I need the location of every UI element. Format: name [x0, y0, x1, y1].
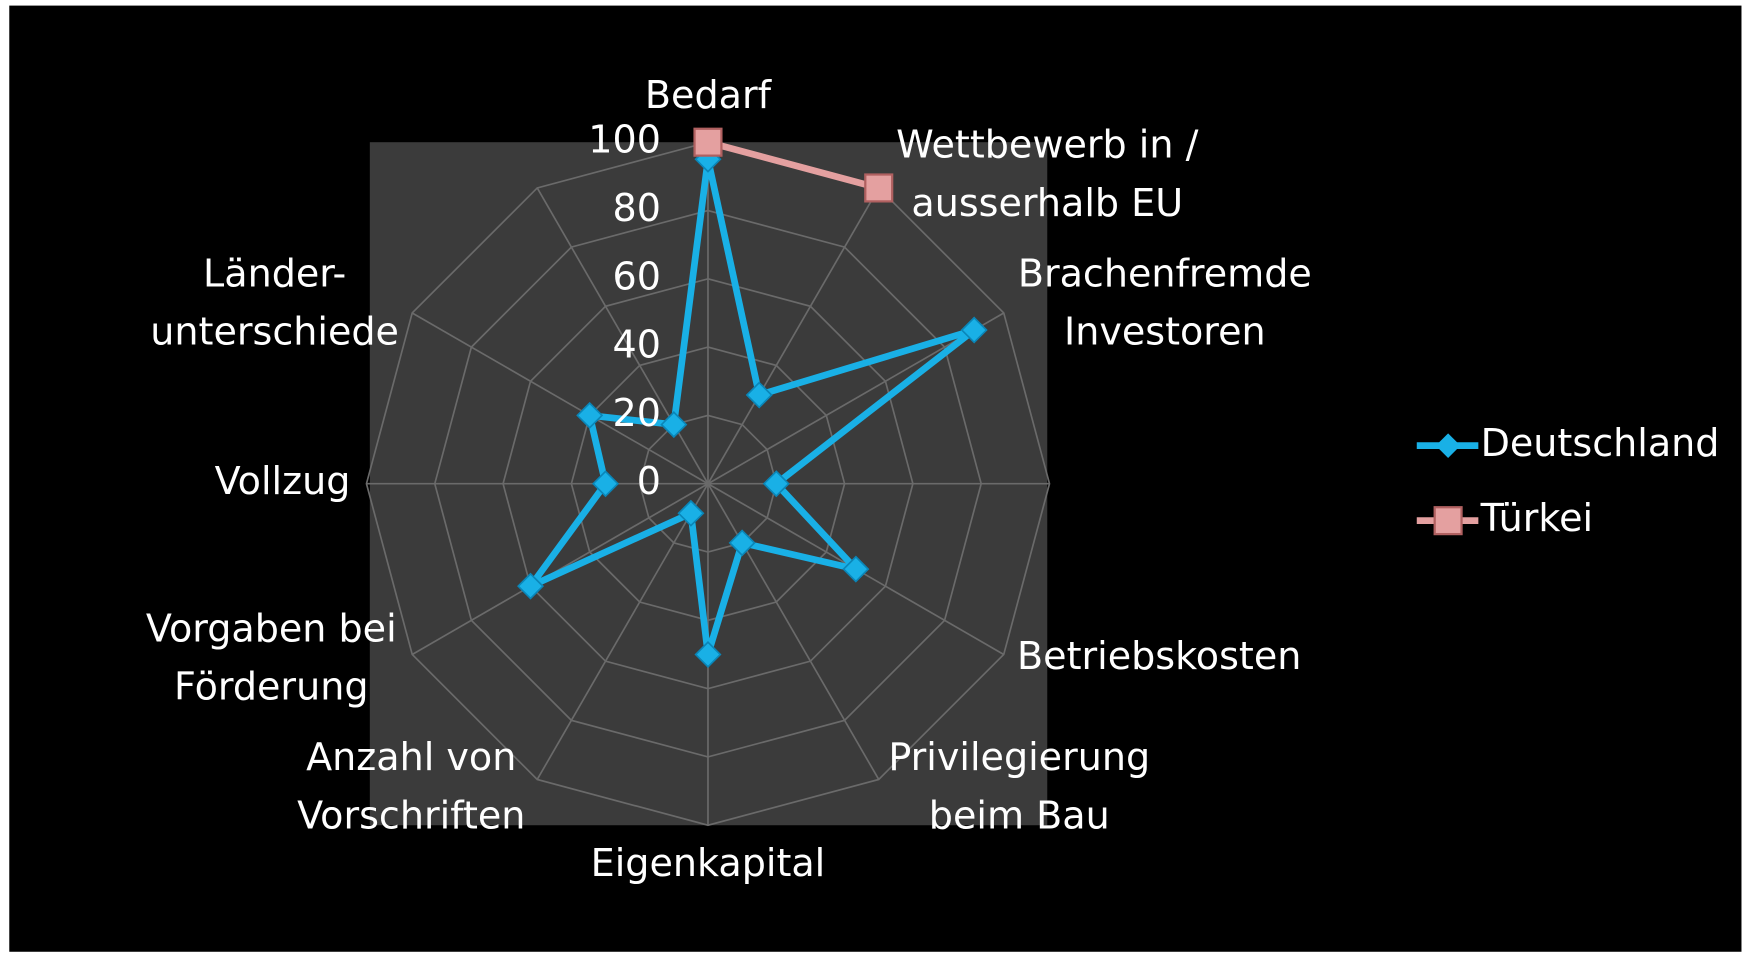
series-line: [707, 138, 880, 192]
spoke: [536, 483, 709, 780]
spoke: [707, 483, 880, 780]
marker: [745, 381, 773, 409]
category-label: Anzahl von Vorschriften: [297, 735, 525, 837]
category-label: Wettbewerb in / ausserhalb EU: [896, 122, 1199, 224]
spoke: [707, 187, 880, 485]
spoke: [536, 187, 709, 485]
legend-marker: [1433, 506, 1463, 536]
r-tick-label: 60: [613, 254, 661, 298]
series-layer: [517, 127, 988, 668]
category-label: Vorgaben bei Förderung: [146, 606, 397, 708]
r-tick-label: 80: [613, 186, 661, 230]
marker: [694, 640, 722, 668]
marker: [842, 555, 870, 583]
category-label: Vollzug: [215, 459, 351, 503]
marker: [693, 127, 723, 157]
marker: [592, 470, 620, 498]
marker: [960, 316, 988, 344]
category-label: Bedarf: [645, 73, 773, 117]
category-label: Brachenfremde Investoren: [1018, 251, 1312, 353]
r-tick-label: 100: [588, 118, 661, 162]
r-tick-label: 40: [613, 323, 661, 367]
legend-label: Türkei: [1480, 496, 1593, 540]
spoke: [411, 312, 709, 485]
marker: [728, 529, 756, 557]
marker: [517, 572, 545, 600]
r-tick-label: 0: [637, 459, 661, 503]
r-tick-label: 20: [613, 391, 661, 435]
category-label: Privilegierung beim Bau: [888, 735, 1150, 837]
category-label: Betriebskosten: [1017, 634, 1301, 678]
marker: [576, 401, 604, 429]
marker: [677, 499, 705, 527]
legend-label: Deutschland: [1481, 421, 1720, 465]
marker: [660, 411, 688, 439]
category-label: Eigenkapital: [591, 841, 826, 885]
marker: [864, 173, 894, 203]
category-label: Länder-unterschiede: [150, 251, 399, 353]
legend-marker: [1435, 433, 1461, 458]
marker: [762, 470, 790, 498]
